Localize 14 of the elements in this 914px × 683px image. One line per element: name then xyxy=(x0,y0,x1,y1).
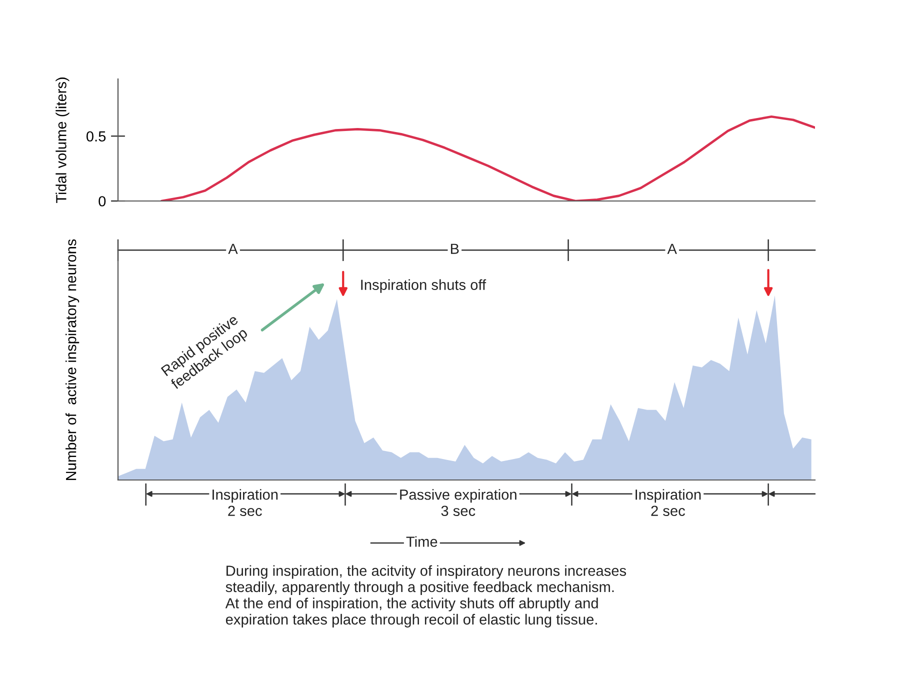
y-tick-label: 0 xyxy=(98,196,106,206)
text: Inspiration 2 sec xyxy=(212,489,278,516)
text: Inspiration 2 sec xyxy=(636,489,701,516)
text: A xyxy=(228,244,238,254)
text: During inspiration, the acitvity of inspiratory neurons increases steadily, apparently through a positive feedback mechanism. At the end of inspiration, the activity shuts off abruptly and expiration takes place through recoil of elastic lung tissue. xyxy=(225,565,626,628)
y-axis-title: Number of active inspiratory neurons xyxy=(66,239,80,480)
line-series xyxy=(160,115,815,201)
y-tick-label: 0.5 xyxy=(86,131,106,142)
text: Inspiration shuts off xyxy=(361,279,486,293)
text: A xyxy=(667,244,677,254)
text: Passive expiration 3 sec xyxy=(400,489,516,516)
text: Time xyxy=(406,536,438,547)
y-axis-title: Tidal volume (liters) xyxy=(56,78,70,204)
text: B xyxy=(450,244,459,254)
